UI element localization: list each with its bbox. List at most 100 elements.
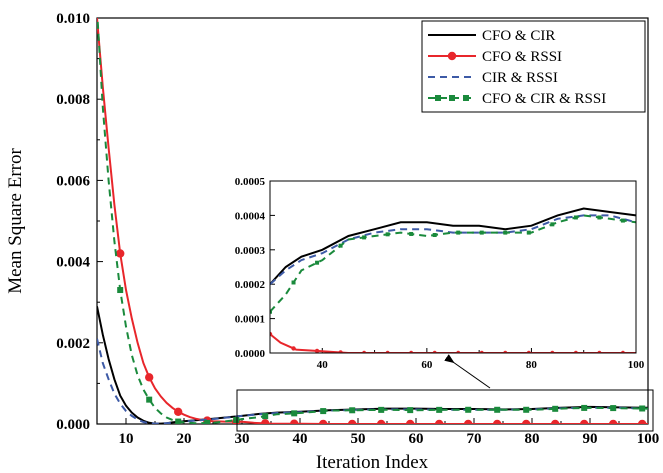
series-point-1 xyxy=(174,407,183,417)
legend-marker-3 xyxy=(435,95,441,101)
zoom-arrow xyxy=(444,354,491,389)
x-axis-label: Iteration Index xyxy=(316,452,429,473)
legend-marker-3 xyxy=(463,95,469,101)
series-point-3 xyxy=(146,396,153,403)
inset-frame xyxy=(269,180,637,354)
x-tick-label: 80 xyxy=(525,431,540,447)
series-point-1 xyxy=(609,419,618,424)
series-point-1 xyxy=(464,419,473,424)
zoom-region-box xyxy=(236,389,654,432)
series-point-3 xyxy=(523,406,530,413)
inset-series-point-1 xyxy=(408,350,414,353)
series-point-3 xyxy=(552,405,559,412)
x-tick-label: 10 xyxy=(119,431,134,447)
series-point-3 xyxy=(610,405,617,412)
y-tick-label: 0.000 xyxy=(56,417,90,433)
y-tick-label: 0.004 xyxy=(56,255,90,271)
inset-series-point-3 xyxy=(291,280,296,285)
inset-series-point-1 xyxy=(456,350,461,353)
inset-x-tick-label: 80 xyxy=(526,359,538,371)
legend-marker-1 xyxy=(447,51,457,61)
inset-series-line-3 xyxy=(270,214,636,313)
series-point-1 xyxy=(551,419,560,424)
x-tick-label: 60 xyxy=(409,431,424,447)
inset-series-point-1 xyxy=(314,348,320,353)
series-point-3 xyxy=(378,406,385,413)
series-point-1 xyxy=(580,419,589,424)
inset-y-tick-label: 0.0003 xyxy=(235,245,266,257)
y-tick-label: 0.010 xyxy=(56,11,90,27)
series-point-3 xyxy=(639,405,646,412)
inset-series-point-1 xyxy=(526,350,532,353)
inset-series-point-3 xyxy=(362,235,367,240)
legend-label-2: CIR & RSSI xyxy=(482,70,558,86)
series-point-3 xyxy=(465,406,472,413)
series-point-1 xyxy=(493,419,502,424)
inset-series-point-1 xyxy=(597,350,602,353)
inset-x-tick-label: 40 xyxy=(317,359,329,371)
inset-series-line-2 xyxy=(270,214,636,285)
inset-series-point-3 xyxy=(338,243,343,248)
inset-series-point-1 xyxy=(270,331,273,337)
x-tick-label: 20 xyxy=(177,431,192,447)
series-point-3 xyxy=(581,404,588,411)
inset-series-point-3 xyxy=(503,230,508,235)
x-tick-label: 70 xyxy=(467,431,482,447)
inset-series-point-3 xyxy=(526,230,531,235)
y-tick-label: 0.008 xyxy=(56,92,90,108)
inset-series-point-3 xyxy=(432,233,437,238)
series-point-3 xyxy=(320,408,327,415)
inset-x-tick-label: 60 xyxy=(421,359,433,371)
series-point-3 xyxy=(349,407,356,414)
legend-marker-3 xyxy=(449,95,455,101)
x-tick-label: 30 xyxy=(235,431,250,447)
series-point-1 xyxy=(435,419,444,424)
inset-series-point-1 xyxy=(620,350,626,353)
series-point-3 xyxy=(262,413,269,420)
series-point-1 xyxy=(348,419,357,424)
inset-series-point-3 xyxy=(315,260,320,265)
series-point-3 xyxy=(204,419,211,424)
inset-y-tick-label: 0.0000 xyxy=(235,348,266,360)
inset-series-point-3 xyxy=(479,230,484,235)
series-point-1 xyxy=(319,419,328,424)
series-point-1 xyxy=(116,249,125,258)
series-point-1 xyxy=(638,419,647,424)
x-tick-label: 40 xyxy=(293,431,308,447)
series-point-1 xyxy=(522,419,531,424)
series-point-3 xyxy=(436,406,443,413)
inset-y-tick-label: 0.0005 xyxy=(235,176,266,188)
x-tick-label: 90 xyxy=(583,431,598,447)
series-point-3 xyxy=(291,410,298,417)
inset-background xyxy=(270,181,636,353)
x-tick-label: 100 xyxy=(637,431,660,447)
inset-y-tick-label: 0.0002 xyxy=(235,279,266,291)
y-tick-label: 0.002 xyxy=(56,336,90,352)
series-point-1 xyxy=(406,419,415,424)
series-point-3 xyxy=(494,406,501,413)
inset-series-point-1 xyxy=(361,350,367,353)
inset-series-point-1 xyxy=(385,350,390,353)
series-line-3 xyxy=(97,18,648,424)
series-point-1 xyxy=(377,419,386,424)
inset-series-point-3 xyxy=(456,230,461,235)
series-point-1 xyxy=(261,419,270,424)
legend-label-3: CFO & CIR & RSSI xyxy=(482,91,606,107)
inset-series-point-1 xyxy=(291,346,296,351)
inset-series-point-3 xyxy=(385,232,390,237)
inset-series-line-1 xyxy=(270,333,636,353)
legend-label-1: CFO & RSSI xyxy=(482,49,562,65)
series-point-1 xyxy=(145,373,154,382)
inset-y-tick-label: 0.0001 xyxy=(235,314,265,326)
x-tick-label: 50 xyxy=(351,431,366,447)
inset-series-point-3 xyxy=(550,222,555,227)
inset-series-point-1 xyxy=(432,350,437,353)
series-point-3 xyxy=(407,407,414,414)
inset-series-point-3 xyxy=(597,215,602,220)
inset-series-point-1 xyxy=(550,350,555,353)
inset-y-tick-label: 0.0004 xyxy=(235,210,266,222)
legend: CFO & CIR CFO & RSSI CIR & RSSI CFO & CIR &… xyxy=(421,20,646,113)
legend-box xyxy=(421,20,646,113)
series-point-3 xyxy=(233,416,240,423)
